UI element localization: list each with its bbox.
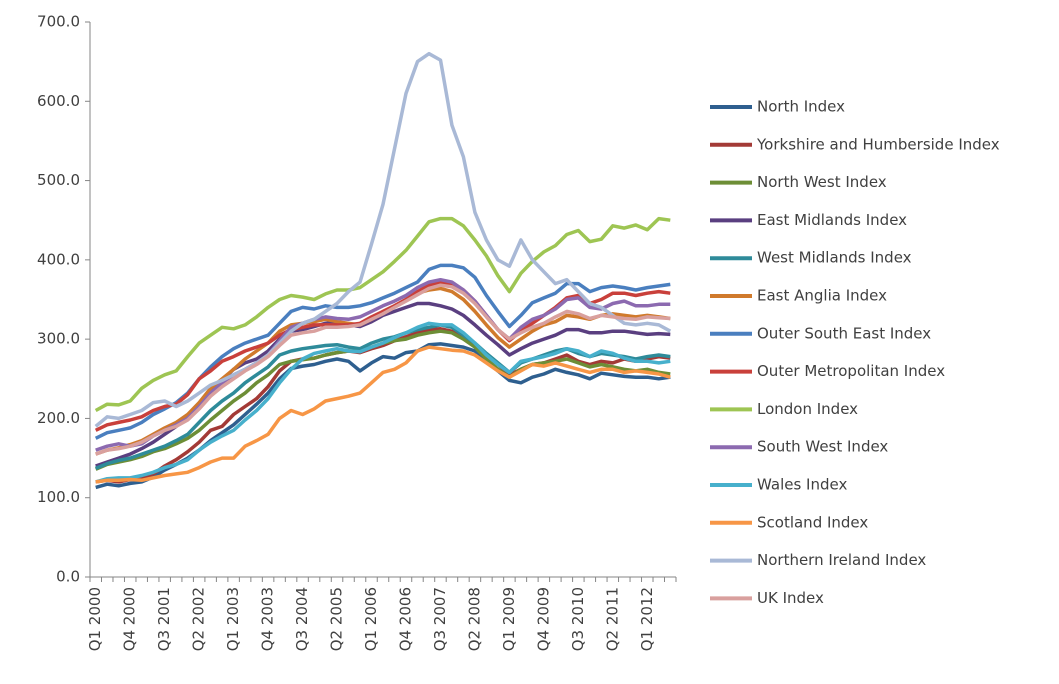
legend-label: UK Index (757, 589, 824, 607)
x-tick-label: Q1 2000 (86, 587, 104, 651)
legend-label: Yorkshire and Humberside Index (756, 135, 1000, 153)
series-line (94, 263, 671, 440)
series-line (95, 327, 671, 484)
x-tick-label: Q3 2004 (293, 587, 311, 651)
legend-label: London Index (757, 400, 858, 418)
x-tick-label: Q1 2009 (500, 587, 518, 651)
legend-label: Scotland Index (757, 513, 868, 531)
legend-label: North Index (757, 98, 845, 116)
x-tick-label: Q4 2003 (259, 587, 277, 651)
x-tick-label: Q1 2003 (224, 587, 242, 651)
x-tick-label: Q2 2008 (465, 587, 483, 651)
y-tick-label: 500.0 (37, 171, 80, 189)
x-tick-label: Q2 2005 (328, 587, 346, 651)
series-line (94, 280, 671, 432)
legend-label: East Midlands Index (757, 211, 907, 229)
legend-label: North West Index (757, 173, 887, 191)
series-line (94, 51, 672, 428)
x-tick-label: Q2 2002 (190, 587, 208, 651)
x-tick-label: Q2 2011 (603, 587, 621, 651)
x-tick-label: Q3 2007 (431, 587, 449, 651)
legend-label: South West Index (757, 438, 888, 456)
y-tick-label: 600.0 (37, 92, 80, 110)
y-tick-label: 700.0 (37, 13, 80, 31)
y-tick-label: 200.0 (37, 409, 80, 427)
x-tick-label: Q1 2006 (362, 587, 380, 651)
x-tick-label: Q3 2010 (569, 587, 587, 651)
legend-label: Wales Index (757, 476, 847, 494)
legend-label: Outer South East Index (757, 324, 931, 342)
legend-label: Outer Metropolitan Index (757, 362, 945, 380)
x-tick-label: Q4 2006 (396, 587, 414, 651)
y-tick-label: 400.0 (37, 250, 80, 268)
legend-label: West Midlands Index (757, 249, 912, 267)
legend-label: Northern Ireland Index (757, 551, 926, 569)
series-line (94, 216, 671, 413)
series-line (95, 345, 671, 484)
legend-label: East Anglia Index (757, 287, 887, 305)
y-tick-label: 0.0 (56, 568, 80, 586)
x-tick-label: Q3 2001 (155, 587, 173, 651)
x-tick-label: Q1 2012 (638, 587, 656, 651)
x-tick-label: Q4 2000 (121, 587, 139, 651)
series-line (95, 283, 671, 456)
x-tick-label: Q4 2009 (534, 587, 552, 651)
y-tick-label: 300.0 (37, 330, 80, 348)
y-tick-label: 100.0 (37, 488, 80, 506)
series-line (95, 321, 671, 484)
